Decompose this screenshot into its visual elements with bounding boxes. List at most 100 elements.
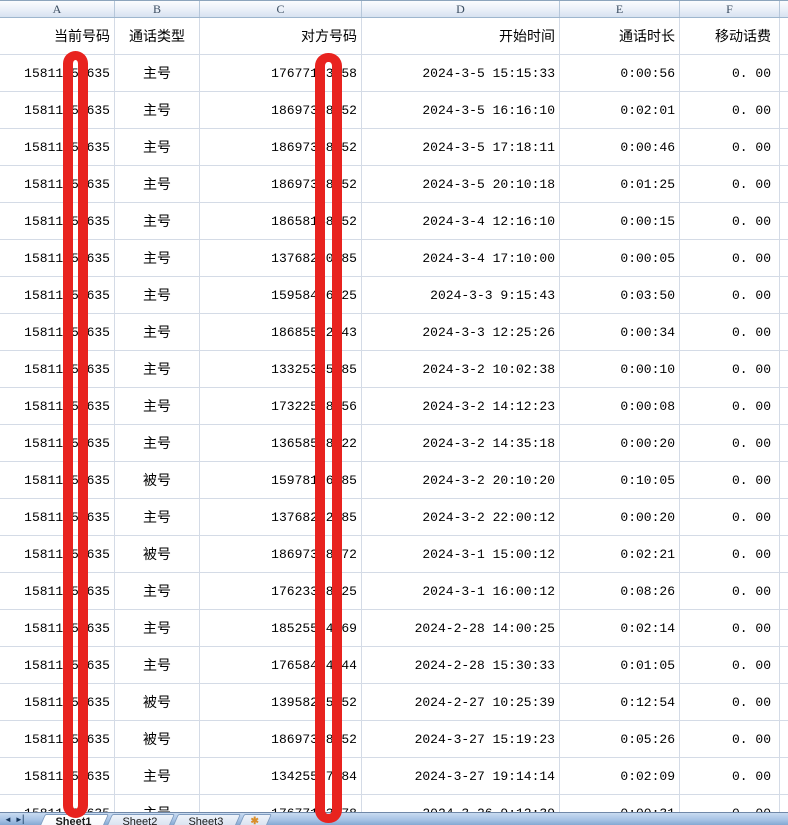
cell-b[interactable]: 主号 [115, 758, 200, 794]
cell-f[interactable]: 0. 00 [680, 573, 780, 609]
cell-a[interactable]: 15811753635 [0, 536, 115, 572]
scroll-tabs-right-icon[interactable]: ►▏ [14, 815, 29, 824]
header-cell-b[interactable]: 通话类型 [115, 18, 200, 54]
tab-sheet2[interactable]: Sheet2 [104, 814, 175, 825]
cell-b[interactable]: 被号 [115, 684, 200, 720]
cell-a[interactable]: 15811753635 [0, 573, 115, 609]
cell-f[interactable]: 0. 00 [680, 721, 780, 757]
cell-g[interactable] [780, 573, 788, 609]
cell-b[interactable]: 主号 [115, 92, 200, 128]
column-header-d[interactable]: D [362, 1, 560, 17]
cell-b[interactable]: 主号 [115, 166, 200, 202]
cell-g[interactable] [780, 536, 788, 572]
cell-e[interactable]: 0:02:09 [560, 758, 680, 794]
cell-a[interactable]: 15811753635 [0, 203, 115, 239]
cell-d[interactable]: 2024-3-3 12:25:26 [362, 314, 560, 350]
cell-e[interactable]: 0:00:20 [560, 499, 680, 535]
cell-e[interactable]: 0:00:15 [560, 203, 680, 239]
column-header-b[interactable]: B [115, 1, 200, 17]
cell-a[interactable]: 15811753635 [0, 277, 115, 313]
cell-d[interactable]: 2024-3-2 10:02:38 [362, 351, 560, 387]
header-cell-g[interactable] [780, 18, 788, 54]
cell-b[interactable]: 主号 [115, 240, 200, 276]
cell-a[interactable]: 15811753635 [0, 610, 115, 646]
cell-f[interactable]: 0. 00 [680, 647, 780, 683]
cell-f[interactable]: 0. 00 [680, 758, 780, 794]
cell-f[interactable]: 0. 00 [680, 536, 780, 572]
cell-b[interactable]: 主号 [115, 425, 200, 461]
header-cell-a[interactable]: 当前号码 [0, 18, 115, 54]
cell-a[interactable]: 15811753635 [0, 388, 115, 424]
cell-d[interactable]: 2024-3-27 19:14:14 [362, 758, 560, 794]
cell-e[interactable]: 0:00:20 [560, 425, 680, 461]
cell-a[interactable]: 15811753635 [0, 721, 115, 757]
cell-g[interactable] [780, 166, 788, 202]
cell-f[interactable]: 0. 00 [680, 277, 780, 313]
cell-d[interactable]: 2024-3-2 22:00:12 [362, 499, 560, 535]
cell-g[interactable] [780, 425, 788, 461]
cell-b[interactable]: 主号 [115, 314, 200, 350]
cell-f[interactable]: 0. 00 [680, 684, 780, 720]
header-cell-e[interactable]: 通话时长 [560, 18, 680, 54]
cell-d[interactable]: 2024-3-1 16:00:12 [362, 573, 560, 609]
cell-f[interactable]: 0. 00 [680, 166, 780, 202]
cell-g[interactable] [780, 610, 788, 646]
cell-g[interactable] [780, 203, 788, 239]
cell-d[interactable]: 2024-3-3 9:15:43 [362, 277, 560, 313]
cell-d[interactable]: 2024-2-27 10:25:39 [362, 684, 560, 720]
cell-a[interactable]: 15811753635 [0, 499, 115, 535]
cell-b[interactable]: 被号 [115, 721, 200, 757]
cell-a[interactable]: 15811753635 [0, 314, 115, 350]
cell-g[interactable] [780, 314, 788, 350]
cell-d[interactable]: 2024-3-4 12:16:10 [362, 203, 560, 239]
cell-e[interactable]: 0:00:10 [560, 351, 680, 387]
cell-e[interactable]: 0:03:50 [560, 277, 680, 313]
cell-f[interactable]: 0. 00 [680, 388, 780, 424]
cell-b[interactable]: 主号 [115, 573, 200, 609]
cell-b[interactable]: 被号 [115, 536, 200, 572]
scroll-tabs-left-icon[interactable]: ◄ [4, 815, 12, 824]
cell-f[interactable]: 0. 00 [680, 92, 780, 128]
column-header-f[interactable]: F [680, 1, 780, 17]
cell-b[interactable]: 主号 [115, 610, 200, 646]
cell-e[interactable]: 0:00:08 [560, 388, 680, 424]
cell-b[interactable]: 主号 [115, 351, 200, 387]
cell-d[interactable]: 2024-3-4 17:10:00 [362, 240, 560, 276]
cell-d[interactable]: 2024-3-5 20:10:18 [362, 166, 560, 202]
cell-e[interactable]: 0:00:46 [560, 129, 680, 165]
cell-a[interactable]: 15811753635 [0, 129, 115, 165]
cell-d[interactable]: 2024-3-2 20:10:20 [362, 462, 560, 498]
cell-a[interactable]: 15811753635 [0, 240, 115, 276]
cell-b[interactable]: 主号 [115, 203, 200, 239]
cell-e[interactable]: 0:02:21 [560, 536, 680, 572]
cell-d[interactable]: 2024-2-28 14:00:25 [362, 610, 560, 646]
header-cell-c[interactable]: 对方号码 [200, 18, 362, 54]
column-header-a[interactable]: A [0, 1, 115, 17]
cell-a[interactable]: 15811753635 [0, 92, 115, 128]
cell-a[interactable]: 15811753635 [0, 425, 115, 461]
cell-a[interactable]: 15811753635 [0, 684, 115, 720]
cell-b[interactable]: 主号 [115, 129, 200, 165]
cell-d[interactable]: 2024-3-2 14:35:18 [362, 425, 560, 461]
column-header-e[interactable]: E [560, 1, 680, 17]
insert-worksheet-tab[interactable]: ✱ [235, 814, 273, 825]
cell-g[interactable] [780, 462, 788, 498]
tab-sheet3[interactable]: Sheet3 [169, 814, 241, 825]
cell-f[interactable]: 0. 00 [680, 462, 780, 498]
cell-g[interactable] [780, 351, 788, 387]
cell-g[interactable] [780, 647, 788, 683]
cell-a[interactable]: 15811753635 [0, 351, 115, 387]
cell-g[interactable] [780, 758, 788, 794]
cell-f[interactable]: 0. 00 [680, 203, 780, 239]
cell-e[interactable]: 0:00:56 [560, 55, 680, 91]
cell-e[interactable]: 0:10:05 [560, 462, 680, 498]
cell-d[interactable]: 2024-3-5 17:18:11 [362, 129, 560, 165]
cell-f[interactable]: 0. 00 [680, 499, 780, 535]
cell-f[interactable]: 0. 00 [680, 240, 780, 276]
cell-d[interactable]: 2024-3-5 16:16:10 [362, 92, 560, 128]
cell-d[interactable]: 2024-3-5 15:15:33 [362, 55, 560, 91]
column-header-c[interactable]: C [200, 1, 362, 17]
cell-g[interactable] [780, 721, 788, 757]
cell-e[interactable]: 0:00:34 [560, 314, 680, 350]
cell-e[interactable]: 0:12:54 [560, 684, 680, 720]
